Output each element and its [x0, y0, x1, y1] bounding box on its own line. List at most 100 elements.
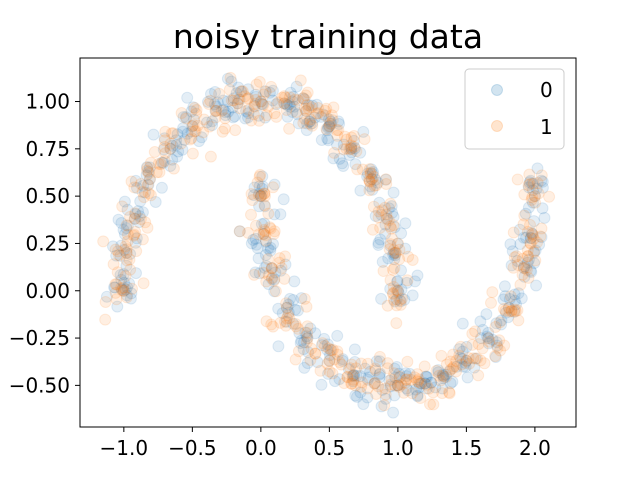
data-point — [535, 174, 548, 187]
data-point — [337, 160, 350, 172]
data-point — [456, 345, 469, 358]
data-point — [232, 81, 245, 94]
data-point — [340, 133, 353, 146]
data-point — [248, 181, 261, 194]
data-point — [114, 269, 127, 281]
data-point — [418, 360, 431, 373]
data-point — [272, 340, 285, 353]
data-point — [165, 127, 178, 140]
chart-title: noisy training data — [173, 17, 483, 56]
data-point — [420, 370, 433, 383]
data-point — [211, 96, 224, 109]
data-point — [535, 222, 548, 235]
data-point — [305, 101, 318, 114]
data-point — [521, 250, 534, 263]
data-point — [395, 292, 408, 305]
data-point — [491, 341, 504, 354]
data-point — [528, 246, 540, 259]
data-point — [503, 293, 516, 305]
data-point — [121, 235, 134, 248]
data-point — [223, 83, 236, 96]
data-point — [365, 173, 378, 186]
data-point — [302, 102, 315, 115]
data-point — [287, 294, 300, 306]
data-point — [506, 245, 519, 258]
data-point — [368, 179, 381, 192]
data-point — [301, 332, 314, 345]
data-point — [273, 256, 286, 269]
data-point — [129, 174, 142, 187]
data-point — [226, 101, 239, 114]
data-point — [457, 360, 470, 373]
data-point — [126, 282, 138, 295]
data-point — [323, 117, 336, 130]
data-point — [137, 179, 150, 192]
data-point — [249, 88, 262, 101]
data-point — [133, 216, 146, 229]
data-point — [147, 128, 160, 141]
data-point — [383, 243, 396, 256]
data-point — [251, 242, 264, 255]
data-point — [331, 348, 344, 361]
data-point — [206, 115, 219, 128]
data-point — [286, 106, 299, 118]
data-point — [388, 221, 401, 234]
data-point — [400, 370, 413, 383]
data-point — [373, 355, 386, 368]
data-point — [524, 174, 537, 187]
data-point — [326, 367, 339, 380]
data-point — [300, 99, 313, 111]
data-point — [490, 317, 503, 330]
data-point — [382, 252, 395, 265]
data-point — [398, 293, 411, 306]
data-point — [443, 386, 456, 399]
data-point — [385, 200, 398, 213]
data-point — [511, 304, 524, 317]
data-point — [389, 379, 401, 392]
data-point — [508, 288, 521, 301]
data-point — [260, 275, 273, 288]
data-point — [450, 360, 463, 373]
data-point — [251, 176, 264, 189]
data-point — [499, 304, 512, 317]
data-point — [379, 218, 392, 231]
data-point — [294, 74, 307, 87]
data-point — [365, 163, 378, 176]
data-point — [493, 334, 506, 347]
data-point — [347, 375, 360, 388]
data-point — [517, 262, 530, 274]
data-point — [302, 99, 315, 112]
data-point — [270, 98, 283, 111]
data-point — [158, 141, 171, 153]
data-point — [120, 243, 133, 256]
data-point — [263, 86, 276, 99]
data-point — [392, 286, 405, 299]
data-point — [304, 113, 317, 126]
data-point — [384, 238, 397, 251]
data-point — [531, 236, 544, 249]
data-point — [476, 323, 489, 336]
data-point — [141, 221, 154, 234]
data-point — [289, 320, 302, 333]
data-point — [317, 108, 330, 121]
data-point — [482, 337, 495, 350]
data-point — [266, 271, 278, 284]
data-point — [345, 358, 358, 371]
data-point — [489, 350, 502, 363]
data-point — [185, 132, 198, 145]
data-point — [230, 87, 243, 100]
data-point — [110, 249, 123, 262]
data-point — [388, 295, 401, 308]
legend-marker-series-0 — [491, 84, 503, 96]
data-point — [177, 122, 190, 135]
data-point — [153, 166, 166, 179]
data-point — [512, 287, 525, 300]
data-point — [498, 280, 511, 293]
data-point — [255, 218, 268, 231]
data-point — [268, 107, 281, 120]
data-point — [333, 118, 346, 130]
data-point — [136, 186, 149, 198]
data-point — [229, 124, 242, 137]
data-point — [365, 173, 378, 186]
data-point — [389, 371, 402, 384]
